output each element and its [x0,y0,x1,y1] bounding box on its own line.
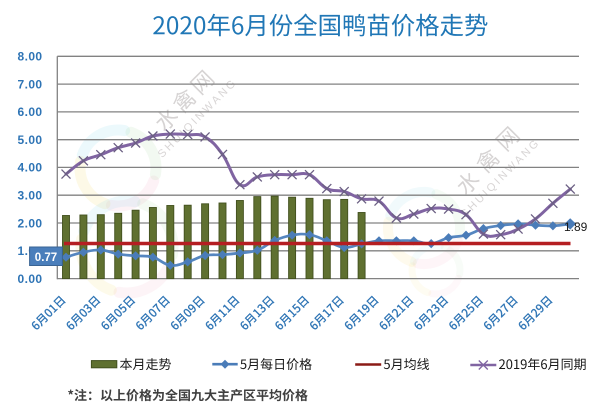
svg-text:7.00: 7.00 [18,77,43,91]
svg-text:6.00: 6.00 [18,105,43,119]
svg-text:0.77: 0.77 [35,252,57,264]
svg-text:3.00: 3.00 [18,189,43,203]
svg-text:2.00: 2.00 [18,216,43,230]
svg-text:8.00: 8.00 [18,50,43,64]
svg-text:4.00: 4.00 [18,161,43,175]
svg-text:0.00: 0.00 [18,272,43,286]
svg-text:1.89: 1.89 [564,220,588,234]
svg-text:5.00: 5.00 [18,133,43,147]
